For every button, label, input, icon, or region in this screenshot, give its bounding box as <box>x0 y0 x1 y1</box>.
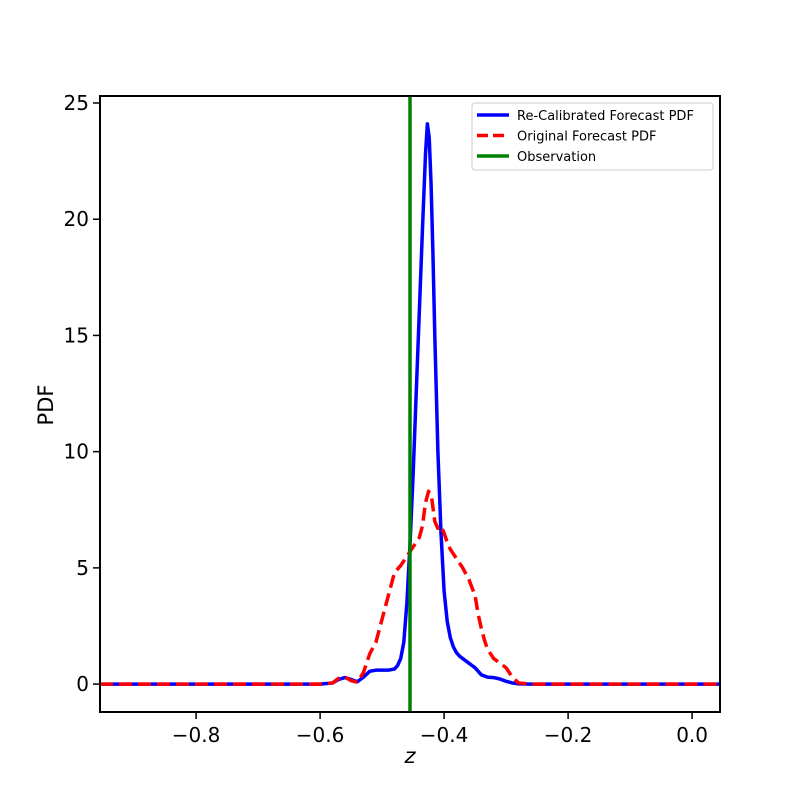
y-tick-label: 10 <box>64 440 89 464</box>
x-axis-label: z <box>403 744 416 768</box>
x-axis: −0.8 −0.6 −0.4 −0.2 0.0 <box>172 712 708 747</box>
x-tick-label: −0.2 <box>544 723 593 747</box>
plot-area <box>99 95 721 713</box>
recalibrated-forecast-pdf-line <box>100 122 720 686</box>
legend-label: Re-Calibrated Forecast PDF <box>517 109 694 124</box>
y-tick-label: 15 <box>64 323 89 347</box>
original-forecast-pdf-line <box>100 489 720 686</box>
y-tick-label: 0 <box>76 672 89 696</box>
legend-label: Original Forecast PDF <box>517 130 656 145</box>
y-axis-label: PDF <box>34 385 58 426</box>
x-tick-label: −0.6 <box>296 723 345 747</box>
y-tick-label: 25 <box>64 91 89 115</box>
x-tick-label: 0.0 <box>676 723 708 747</box>
y-tick-label: 5 <box>76 556 89 580</box>
series-lines <box>100 96 720 712</box>
x-tick-label: −0.4 <box>420 723 469 747</box>
legend-box <box>471 102 714 171</box>
y-tick-label: 20 <box>64 207 89 231</box>
legend: Re-Calibrated Forecast PDF Original Forec… <box>471 102 714 171</box>
y-axis: 0 5 10 15 20 25 <box>64 91 100 696</box>
plot-frame <box>99 95 721 713</box>
x-tick-label: −0.8 <box>172 723 221 747</box>
legend-label: Observation <box>517 150 596 165</box>
